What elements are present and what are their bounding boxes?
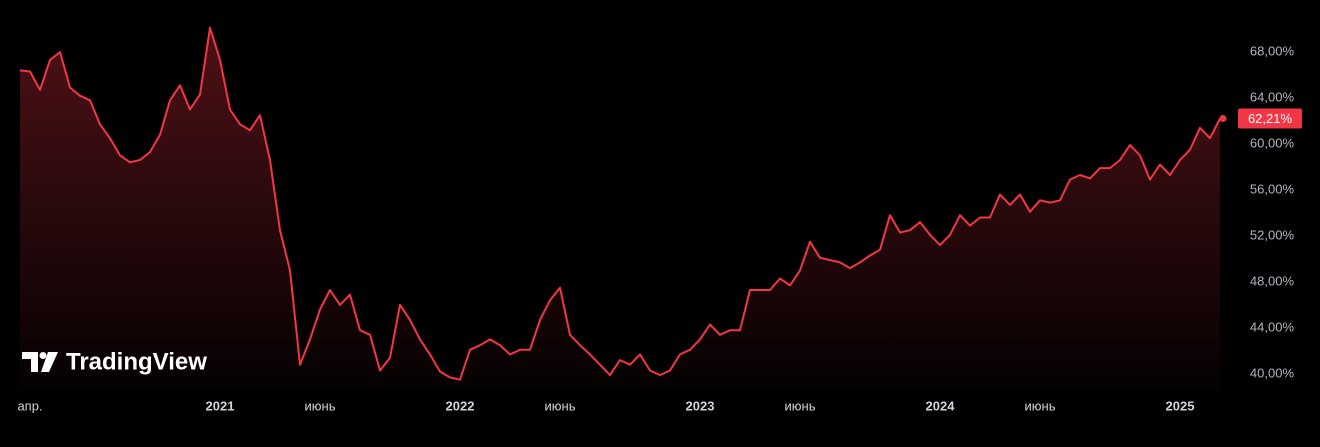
price-label-box	[1238, 108, 1302, 129]
y-tick-label: 60,00%	[1250, 135, 1295, 150]
y-tick-label: 44,00%	[1250, 319, 1295, 334]
line	[19, 26, 1221, 381]
price-label: 62,21%	[1248, 111, 1293, 126]
x-tick-label: июнь	[545, 398, 576, 413]
area-fill	[20, 27, 1220, 391]
last-point	[1219, 115, 1227, 123]
x-tick-label: 2023	[686, 398, 715, 413]
x-tick-label: июнь	[785, 398, 816, 413]
watermark: TradingView	[66, 348, 207, 375]
logo-part	[22, 352, 38, 372]
y-tick-label: 40,00%	[1250, 365, 1295, 380]
x-tick-label: апр.	[17, 398, 42, 413]
y-tick-label: 48,00%	[1250, 273, 1295, 288]
y-tick-label: 56,00%	[1250, 181, 1295, 196]
logo-part	[41, 352, 58, 372]
x-tick-label: июнь	[305, 398, 336, 413]
x-tick-label: 2021	[206, 398, 235, 413]
x-tick-label: 2025	[1166, 398, 1195, 413]
x-tick-label: 2024	[926, 398, 956, 413]
y-tick-label: 68,00%	[1250, 43, 1295, 58]
y-tick-label: 52,00%	[1250, 227, 1295, 242]
y-tick-label: 64,00%	[1250, 89, 1295, 104]
x-tick-label: июнь	[1025, 398, 1056, 413]
logo-part	[39, 352, 47, 359]
watermark-logo	[22, 352, 58, 372]
plot-area	[19, 26, 1227, 391]
x-tick-label: 2022	[446, 398, 475, 413]
